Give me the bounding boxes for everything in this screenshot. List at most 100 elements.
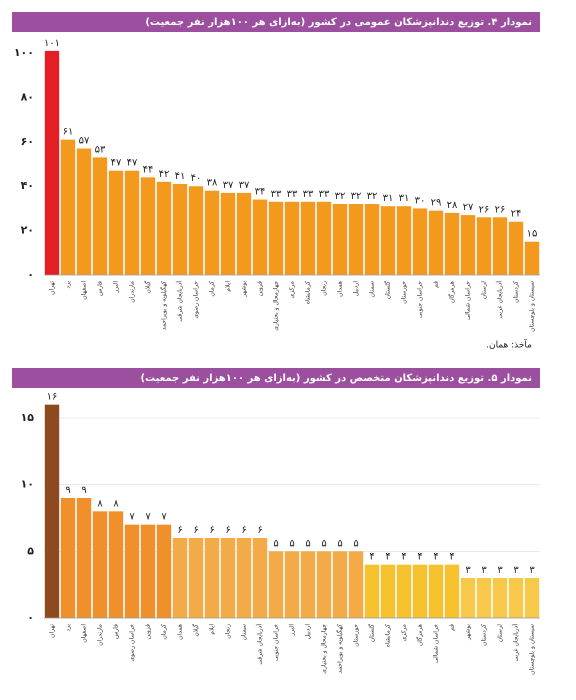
x-tick-label: فارس	[113, 624, 120, 639]
x-tick-label: همدان	[177, 624, 184, 640]
bar	[188, 186, 204, 275]
bar	[220, 538, 236, 618]
bar	[316, 201, 332, 275]
x-tick-label: زنجان	[225, 624, 232, 639]
bar	[284, 551, 300, 618]
bar	[236, 538, 252, 618]
y-tick-label: ۵	[27, 544, 34, 557]
value-label: ۲۷	[463, 202, 474, 213]
x-tick-label: یزد	[65, 281, 72, 289]
value-label: ۳۷	[223, 180, 234, 191]
x-tick-label: مازندران	[129, 281, 136, 303]
bar	[124, 524, 140, 618]
value-label: ۳۱	[399, 193, 410, 204]
bar	[412, 208, 428, 275]
value-label: ۷	[145, 512, 151, 523]
value-label: ۵۳	[95, 144, 106, 155]
value-label: ۴	[433, 552, 438, 563]
bar	[332, 203, 348, 275]
x-tick-label: خراسان شمالی	[465, 281, 472, 320]
bar	[124, 170, 140, 275]
bar	[108, 511, 124, 618]
chart-title: نمودار ۵. توزیع دندانپزشکان متخصص در کشو…	[140, 373, 532, 384]
value-label: ۲۶	[479, 204, 490, 215]
value-label: ۲۴	[511, 209, 522, 220]
x-tick-label: آذربایجان غربی	[495, 281, 504, 319]
bar	[364, 203, 380, 275]
bar	[252, 199, 268, 275]
x-tick-label: اردبیل	[353, 281, 360, 297]
value-label: ۴۱	[175, 171, 186, 182]
value-label: ۶	[209, 525, 214, 536]
value-label: ۳۳	[287, 189, 298, 200]
x-tick-label: کهگیلویه و بویراحمد	[336, 624, 344, 673]
x-tick-label: خراسان رضوی	[193, 281, 200, 319]
value-label: ۲۹	[431, 198, 442, 209]
bar	[92, 511, 108, 618]
x-tick-label: خوزستان	[353, 624, 360, 647]
bar	[428, 564, 444, 618]
bar	[76, 498, 92, 618]
title-bar	[12, 12, 540, 32]
value-label: ۴۷	[111, 158, 122, 169]
bar	[332, 551, 348, 618]
bar	[60, 139, 76, 275]
bar	[348, 551, 364, 618]
value-label: ۳۷	[239, 180, 250, 191]
value-label: ۲۶	[495, 204, 506, 215]
x-tick-label: خراسان جنوبی	[417, 281, 424, 318]
x-tick-label: مازندران	[97, 624, 104, 646]
x-tick-label: لرستان	[497, 624, 504, 642]
value-label: ۷	[129, 512, 135, 523]
bar	[476, 217, 492, 275]
bar	[396, 564, 412, 618]
x-tick-label: کرمانشاه	[385, 624, 392, 647]
value-label: ۶۱	[63, 127, 74, 138]
x-tick-label: سیستان و بلوچستان	[529, 281, 536, 332]
x-tick-label: فارس	[97, 281, 104, 296]
x-tick-label: سیستان و بلوچستان	[529, 624, 536, 675]
x-tick-label: کردستان	[513, 281, 520, 303]
value-label: ۶	[177, 525, 182, 536]
value-label: ۵	[305, 538, 310, 549]
x-tick-label: سمنان	[369, 281, 376, 298]
value-label: ۵	[273, 538, 278, 549]
value-label: ۴۲	[159, 169, 170, 180]
bar	[140, 177, 156, 275]
bar	[300, 201, 316, 275]
value-label: ۳	[465, 565, 471, 576]
value-label: ۵۷	[79, 136, 90, 147]
x-tick-label: سمنان	[241, 624, 248, 641]
bar	[316, 551, 332, 618]
x-tick-label: خراسان جنوبی	[273, 624, 280, 661]
x-tick-label: هرمزگان	[448, 281, 456, 303]
x-tick-label: گلستان	[368, 624, 376, 642]
bar	[172, 184, 188, 275]
bar	[444, 212, 460, 275]
value-label: ۶	[225, 525, 230, 536]
y-tick-label: ۱۰	[21, 478, 34, 491]
value-label: ۱۵	[527, 229, 538, 240]
x-tick-label: خوزستان	[401, 281, 408, 304]
x-tick-label: البرز	[113, 281, 120, 294]
value-label: ۳	[481, 565, 487, 576]
bar	[156, 524, 172, 618]
value-label: ۴	[417, 552, 422, 563]
x-tick-label: چهارمحال و بختیاری	[273, 281, 280, 331]
value-label: ۶	[193, 525, 198, 536]
x-tick-label: آذربایجان شرقی	[255, 624, 264, 665]
x-tick-label: کرمان	[209, 281, 216, 297]
x-tick-label: لرستان	[481, 281, 488, 299]
y-tick-label: ۴۰	[21, 179, 34, 192]
x-tick-label: بوشهر	[465, 624, 472, 641]
value-label: ۳۲	[351, 191, 362, 202]
x-tick-label: خراسان رضوی	[129, 624, 136, 662]
bar	[140, 524, 156, 618]
y-tick-label: ۰	[27, 268, 34, 281]
x-tick-label: تهران	[49, 281, 56, 295]
x-tick-label: مرکزی	[289, 281, 296, 298]
bar	[44, 404, 60, 618]
y-tick-label: ۸۰	[21, 90, 34, 103]
x-tick-label: آذربایجان شرقی	[175, 281, 184, 322]
bar	[492, 217, 508, 275]
